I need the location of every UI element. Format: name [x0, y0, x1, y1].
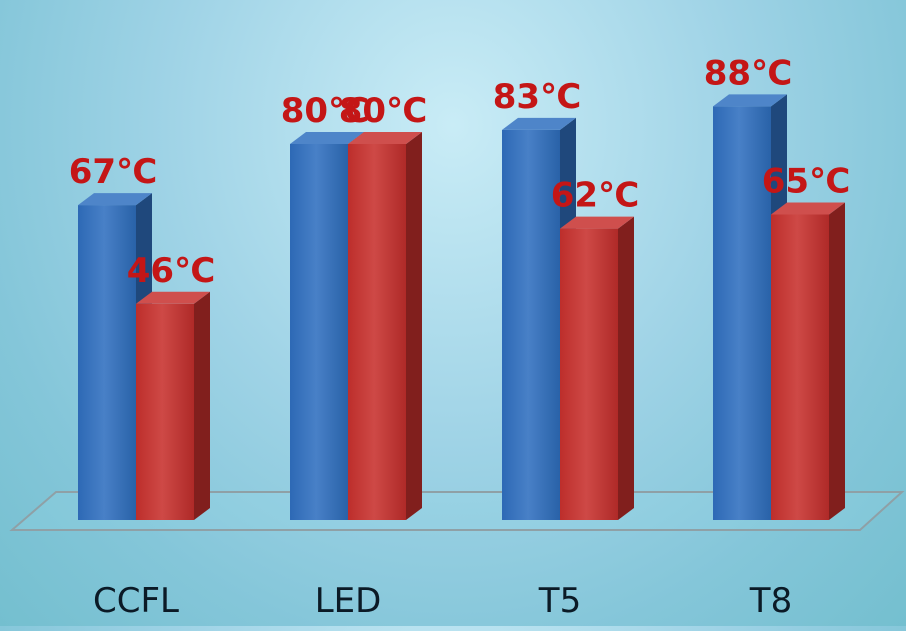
bar-side [829, 202, 845, 520]
category-label-ccfl: CCFL [93, 581, 179, 621]
category-label-t8: T8 [749, 581, 792, 621]
bar-front [290, 144, 348, 520]
bar-side [618, 216, 634, 520]
data-label-t8-series-1: 88℃ [704, 53, 793, 93]
category-label-t5: T5 [538, 581, 581, 621]
bar-ccfl-series-2 [136, 291, 210, 520]
bar-front [713, 106, 771, 521]
bar-front [771, 214, 829, 520]
bar-side [194, 291, 210, 520]
bar-top [560, 216, 634, 229]
data-label-t8-series-2: 65℃ [762, 162, 851, 202]
chart-floor [9, 491, 905, 531]
bar-top [502, 117, 576, 130]
bar-top [713, 94, 787, 107]
bar-top [136, 291, 210, 304]
bar-led-series-2 [348, 132, 422, 520]
bar-top [290, 132, 364, 144]
data-label-t5-series-2: 62℃ [551, 176, 640, 216]
bar-side [406, 132, 422, 520]
data-label-ccfl-series-2: 46℃ [127, 251, 216, 291]
bar-t8-series-1 [713, 94, 787, 521]
bar-top [78, 193, 152, 206]
bar-front [348, 144, 406, 520]
bar-t5-series-2 [560, 216, 634, 520]
data-label-ccfl-series-1: 67℃ [69, 152, 158, 192]
bar-top [771, 202, 845, 215]
bar-front [136, 303, 194, 520]
data-label-t5-series-1: 83℃ [493, 77, 582, 117]
data-label-led-series-2: 80℃ [339, 91, 428, 131]
bar-top [348, 132, 422, 144]
data-label-led-series-1: 80℃ [281, 91, 370, 131]
category-label-led: LED [315, 581, 382, 621]
bar-t8-series-2 [771, 202, 845, 520]
bar-front [502, 129, 560, 520]
bar-front [560, 228, 618, 520]
bar-front [78, 205, 136, 520]
